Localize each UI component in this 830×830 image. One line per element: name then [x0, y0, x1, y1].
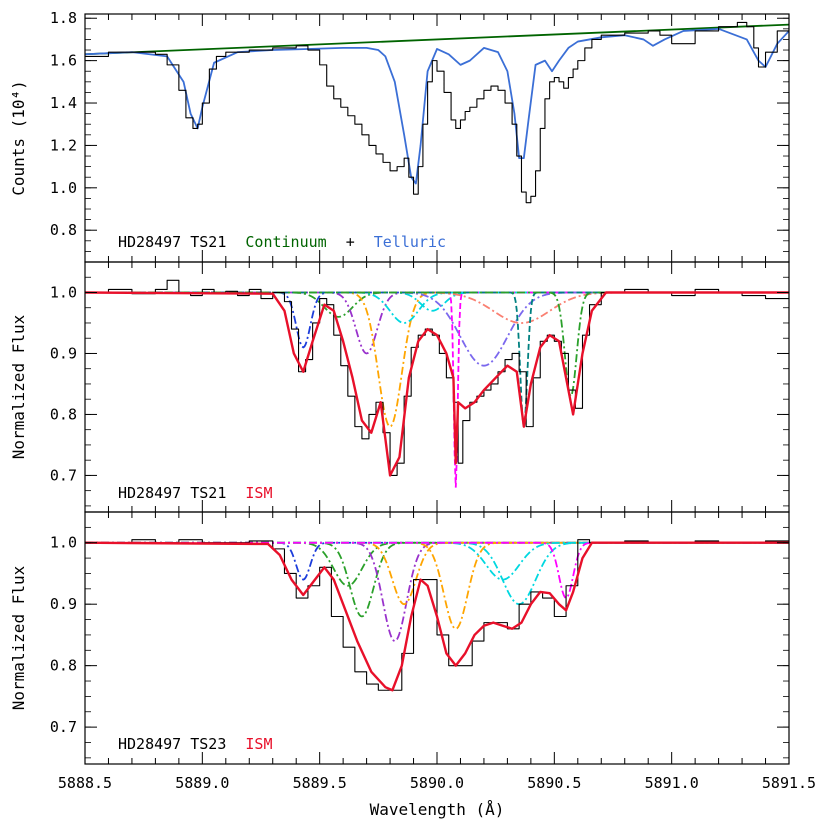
x-tick-label: 5891.5: [762, 774, 816, 792]
continuum-series-line: [85, 23, 789, 56]
panel-ism-ts21-ylabel: Normalized Flux: [9, 314, 28, 459]
x-tick-label: 5890.5: [527, 774, 581, 792]
panel-ism-ts23-ylabel: Normalized Flux: [9, 565, 28, 710]
x-axis-title: Wavelength (Å): [370, 800, 505, 819]
panel-telluric-marks: [85, 21, 789, 204]
y-tick-label: 0.9: [50, 344, 77, 362]
fit-series-line: [85, 291, 789, 477]
annotation-star-label: HD28497 TS21: [118, 233, 226, 251]
panel-ism-ts23: 0.7 0.8 0.9 1.0 5888.5 5889.0 5889.5 5890.0 5890…: [9, 511, 816, 819]
panel-telluric-ylabel: Counts (10⁴): [9, 80, 28, 196]
observed-series-line: [85, 21, 789, 204]
y-tick-label: 1.0: [50, 534, 77, 552]
annotation-plus: +: [346, 233, 355, 251]
y-tick-label: 0.7: [50, 466, 77, 484]
panel-ism-ts23-marks: [85, 539, 789, 692]
panel-telluric-annotation: HD28497 TS21 Continuum + Telluric: [118, 233, 446, 251]
annotation-ism: ISM: [245, 735, 272, 753]
x-tick-label: 5889.5: [293, 774, 347, 792]
panel-ism-ts21: 0.7 0.8 0.9 1.0 Normalized Flux HD28497 TS2…: [9, 261, 790, 513]
y-tick-label: 0.7: [50, 718, 77, 736]
y-tick-label: 1.2: [50, 136, 77, 154]
y-tick-label: 1.6: [50, 52, 77, 70]
x-tick-label: 5890.0: [410, 774, 464, 792]
y-tick-label: 1.0: [50, 179, 77, 197]
panel-ism-ts23-annotation: HD28497 TS23 ISM: [118, 735, 273, 753]
annotation-telluric: Telluric: [374, 233, 446, 251]
panel-telluric-ticks: 0.8 1.0 1.2 1.4 1.6 1.8: [50, 9, 790, 262]
panel-ism-ts21-annotation: HD28497 TS21 ISM: [118, 484, 273, 502]
fit-series-line: [85, 541, 789, 692]
x-tick-label: 5891.0: [645, 774, 699, 792]
x-tick-label: 5889.0: [175, 774, 229, 792]
panel-ism-ts21-marks: [85, 279, 789, 488]
x-tick-label: 5888.5: [58, 774, 112, 792]
panel-telluric: 0.8 1.0 1.2 1.4 1.6 1.8 Counts (10⁴) HD28497 …: [9, 9, 790, 263]
panel-ism-ts23-ticks: 0.7 0.8 0.9 1.0 5888.5 5889.0 5889.5 5890.0 5890…: [50, 511, 816, 792]
y-tick-label: 0.8: [50, 221, 77, 239]
y-tick-label: 1.0: [50, 283, 77, 301]
y-tick-label: 0.9: [50, 595, 77, 613]
annotation-star-label: HD28497 TS23: [118, 735, 226, 753]
annotation-star-label: HD28497 TS21: [118, 484, 226, 502]
y-tick-label: 1.4: [50, 94, 77, 112]
y-tick-label: 1.8: [50, 9, 77, 27]
annotation-ism: ISM: [245, 484, 272, 502]
y-tick-label: 0.8: [50, 405, 77, 423]
panel-ism-ts21-ticks: 0.7 0.8 0.9 1.0: [50, 261, 790, 512]
y-tick-label: 0.8: [50, 657, 77, 675]
annotation-continuum: Continuum: [245, 233, 326, 251]
